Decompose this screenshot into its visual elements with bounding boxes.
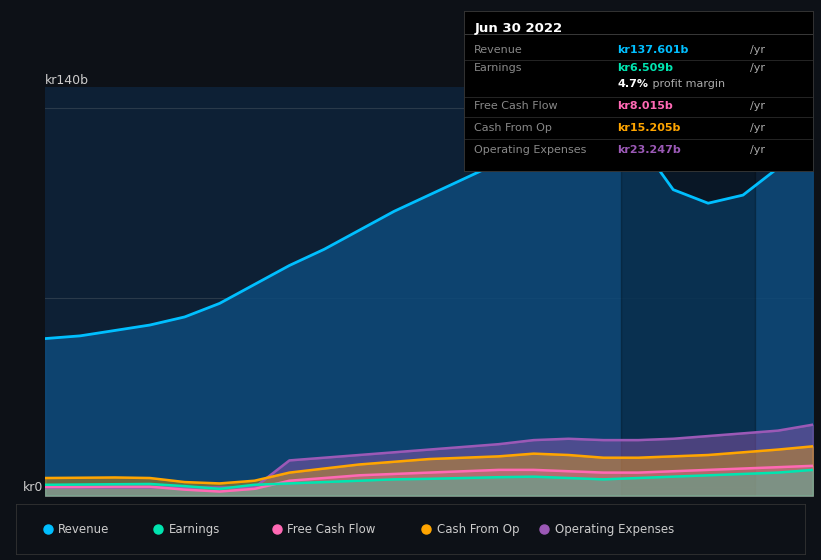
Text: Cash From Op: Cash From Op xyxy=(437,522,519,536)
Text: Earnings: Earnings xyxy=(475,63,523,73)
Bar xyxy=(621,87,754,496)
Text: Free Cash Flow: Free Cash Flow xyxy=(287,522,375,536)
Text: /yr: /yr xyxy=(750,44,765,54)
Text: Jun 30 2022: Jun 30 2022 xyxy=(475,22,562,35)
Text: kr137.601b: kr137.601b xyxy=(617,44,689,54)
Text: Revenue: Revenue xyxy=(58,522,109,536)
Text: profit margin: profit margin xyxy=(649,79,725,89)
Text: kr23.247b: kr23.247b xyxy=(617,145,681,155)
Text: kr140b: kr140b xyxy=(45,74,89,87)
Text: Free Cash Flow: Free Cash Flow xyxy=(475,101,558,111)
Text: kr15.205b: kr15.205b xyxy=(617,123,681,133)
Text: kr6.509b: kr6.509b xyxy=(617,63,673,73)
Text: /yr: /yr xyxy=(750,63,765,73)
Text: Earnings: Earnings xyxy=(168,522,220,536)
Text: /yr: /yr xyxy=(750,101,765,111)
Text: Operating Expenses: Operating Expenses xyxy=(475,145,587,155)
Text: kr0: kr0 xyxy=(22,481,43,494)
Text: /yr: /yr xyxy=(750,123,765,133)
Text: 4.7%: 4.7% xyxy=(617,79,649,89)
Text: /yr: /yr xyxy=(750,145,765,155)
Text: Revenue: Revenue xyxy=(475,44,523,54)
Text: Operating Expenses: Operating Expenses xyxy=(555,522,674,536)
Text: Cash From Op: Cash From Op xyxy=(475,123,553,133)
Text: kr8.015b: kr8.015b xyxy=(617,101,673,111)
